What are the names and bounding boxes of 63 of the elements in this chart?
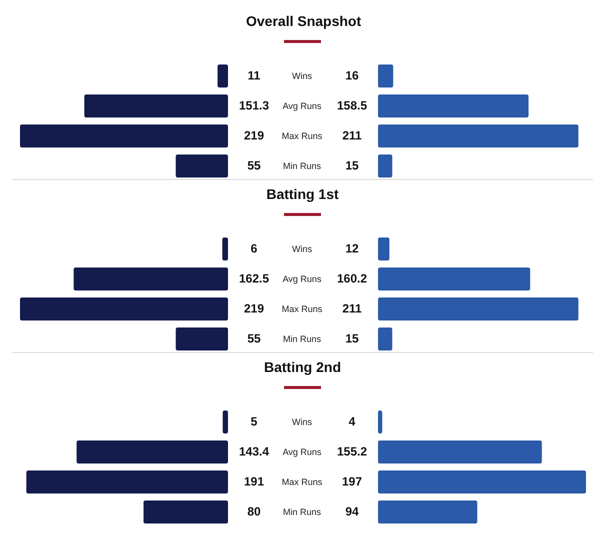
data-label: 12	[345, 241, 359, 256]
bar	[20, 297, 228, 321]
data-label: 162.5	[238, 271, 270, 286]
text: Batting 1st	[265, 185, 340, 203]
bar	[378, 124, 578, 148]
bar	[378, 297, 578, 321]
data-label: 151.3	[238, 98, 270, 112]
data-label: 15	[345, 331, 359, 346]
bar	[378, 470, 586, 494]
data-label: 15	[345, 158, 359, 172]
bar	[76, 440, 228, 464]
data-label: 211	[342, 128, 362, 142]
data-label: 55	[247, 158, 261, 172]
bar	[222, 410, 228, 434]
bar	[26, 470, 228, 494]
bar	[378, 410, 382, 434]
data-label: 55	[247, 331, 261, 346]
data-label: 4	[348, 414, 356, 428]
y-tick-label: Max Runs	[280, 303, 324, 315]
data-label: 155.2	[336, 444, 368, 458]
data-label: 191	[244, 474, 264, 488]
bar	[378, 500, 478, 524]
data-label: 16	[345, 68, 359, 82]
data-label: 143.4	[238, 444, 270, 458]
bar	[378, 267, 530, 291]
data-label: 5	[250, 414, 258, 428]
bar	[378, 440, 542, 464]
data-label: 158.5	[336, 98, 368, 112]
y-tick-label: Avg Runs	[282, 446, 322, 458]
y-tick-label: Wins	[291, 243, 313, 255]
data-label: 94	[345, 504, 359, 518]
bar	[84, 94, 228, 118]
bar	[378, 64, 394, 88]
y-tick-label: Wins	[291, 416, 313, 428]
data-label: 211	[342, 301, 362, 316]
text: Overall Snapshot	[246, 12, 362, 30]
y-tick-label: Min Runs	[282, 333, 322, 345]
y-tick-label: Avg Runs	[282, 100, 322, 112]
bar	[144, 500, 228, 524]
y-tick-label: Min Runs	[282, 506, 322, 518]
bar	[20, 124, 228, 148]
data-label: 219	[244, 301, 264, 316]
data-label: 219	[244, 128, 264, 142]
y-tick-label: Wins	[291, 70, 313, 82]
y-tick-label: Avg Runs	[282, 273, 322, 285]
bar	[378, 94, 529, 118]
bar	[222, 237, 228, 261]
data-label: 6	[250, 241, 258, 256]
data-label: 80	[247, 504, 261, 518]
bar	[74, 267, 228, 291]
data-label: 197	[342, 474, 362, 488]
data-label: 11	[248, 68, 261, 82]
y-tick-label: Max Runs	[280, 476, 324, 488]
y-tick-label: Max Runs	[280, 130, 324, 142]
bar	[218, 64, 228, 88]
bar	[378, 154, 392, 178]
data-label: 160.2	[336, 271, 368, 286]
bar	[378, 237, 390, 261]
text: Batting 2nd	[263, 358, 342, 376]
bar	[176, 154, 228, 178]
bar	[378, 327, 392, 351]
bar	[176, 327, 228, 351]
y-tick-label: Min Runs	[282, 160, 322, 172]
